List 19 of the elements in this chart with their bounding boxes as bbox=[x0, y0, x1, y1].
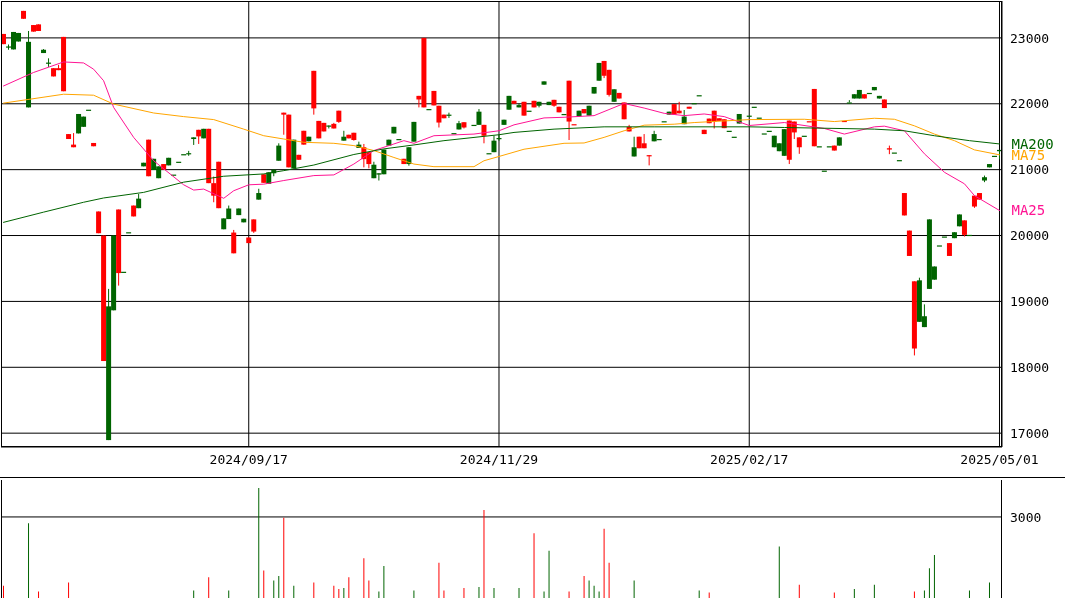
candlestick bbox=[846, 99, 852, 104]
x-tick-label: 2025/05/01 bbox=[960, 452, 1039, 468]
candlestick bbox=[641, 133, 647, 149]
candlestick bbox=[406, 146, 412, 167]
y-tick-label: 22000 bbox=[1010, 96, 1050, 112]
x-tick-label: 2024/09/17 bbox=[209, 452, 288, 468]
y-tick-label: 19000 bbox=[1010, 294, 1050, 310]
x-tick-label: 2025/02/17 bbox=[710, 452, 789, 468]
y-tick-label: 3000 bbox=[1010, 509, 1042, 525]
line-series bbox=[3, 61, 1000, 211]
y-tick-label: 23000 bbox=[1010, 30, 1050, 46]
series-label: MA25 bbox=[1011, 202, 1046, 219]
line-series bbox=[3, 126, 1000, 223]
y-tick-label: 20000 bbox=[1010, 228, 1050, 244]
y-tick-label: 17000 bbox=[1010, 425, 1050, 441]
x-tick-label: 2024/11/29 bbox=[459, 452, 539, 468]
y-tick-label: 18000 bbox=[1010, 359, 1050, 375]
y-tick-label: 21000 bbox=[1010, 162, 1050, 178]
line-series bbox=[3, 93, 1000, 168]
